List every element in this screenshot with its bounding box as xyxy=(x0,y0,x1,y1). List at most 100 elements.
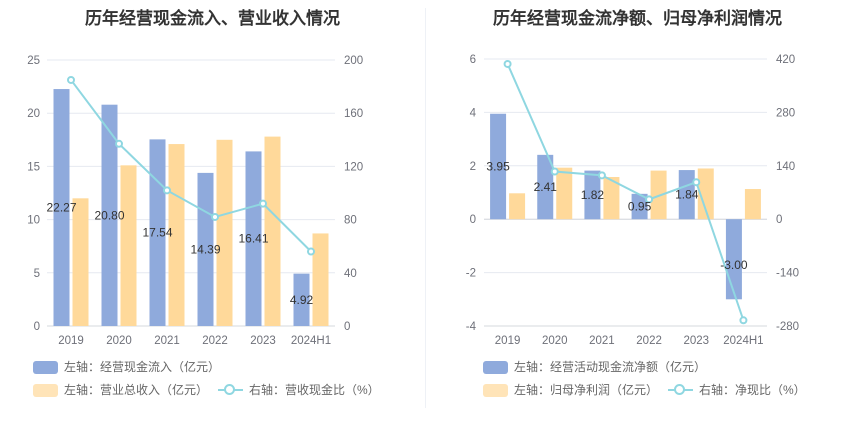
y-left-tick-label: -4 xyxy=(466,321,477,333)
ratio-point xyxy=(67,75,75,84)
bar-2 xyxy=(509,193,526,220)
y-left-tick-label: 10 xyxy=(27,215,40,227)
ratio-point xyxy=(597,171,606,180)
bar-2 xyxy=(216,139,233,326)
legend-swatch xyxy=(33,361,58,374)
bar-2 xyxy=(72,198,89,326)
y-right-tick-label: -280 xyxy=(776,321,799,333)
bar-data-label: 20.80 xyxy=(94,208,124,222)
panel-divider xyxy=(425,8,426,408)
legend-marker xyxy=(224,384,235,395)
y-left-tick-label: 6 xyxy=(470,54,476,66)
y-left-tick-label: -2 xyxy=(466,268,476,280)
bar-1 xyxy=(53,89,70,326)
x-tick-label: 2021 xyxy=(589,335,615,347)
y-left-tick-label: 15 xyxy=(27,161,40,173)
x-tick-label: 2019 xyxy=(58,335,84,347)
y-right-tick-label: 0 xyxy=(776,214,782,226)
y-left-tick-label: 2 xyxy=(470,161,476,173)
legend-label: 右轴：营收现金比（%） xyxy=(249,383,380,397)
bar-2 xyxy=(312,233,329,326)
x-tick-label: 2019 xyxy=(495,335,521,347)
bar-data-label: 0.95 xyxy=(628,200,652,214)
y-left-tick-label: 5 xyxy=(34,268,40,280)
bar-1 xyxy=(293,273,310,326)
ratio-point xyxy=(211,212,219,221)
bar-2 xyxy=(697,168,714,220)
bar-2 xyxy=(264,136,281,326)
x-tick-label: 2020 xyxy=(106,335,132,347)
ratio-point xyxy=(259,199,267,208)
ratio-point xyxy=(115,139,123,148)
y-left-tick-label: 25 xyxy=(27,55,40,67)
bar-1 xyxy=(245,151,262,326)
bar-2 xyxy=(556,167,573,220)
bar-1 xyxy=(101,104,118,326)
bar-1 xyxy=(631,193,648,220)
bar-1 xyxy=(537,154,554,220)
ratio-line xyxy=(506,63,745,321)
chart-title: 历年经营现金流净额、归母净利润情况 xyxy=(493,9,782,28)
legend-marker xyxy=(674,384,685,395)
legend-label: 左轴：归母净利润（亿元） xyxy=(514,383,659,397)
legend-label: 左轴：经营活动现金流净额（亿元） xyxy=(514,360,707,374)
ratio-point xyxy=(645,195,654,204)
bar-1 xyxy=(490,113,507,220)
ratio-point xyxy=(503,59,512,68)
legend-swatch xyxy=(483,361,508,374)
bar-data-label: 4.92 xyxy=(290,293,314,307)
y-right-tick-label: 0 xyxy=(344,321,350,333)
x-tick-label: 2023 xyxy=(250,335,276,347)
ratio-point xyxy=(163,186,171,195)
y-right-tick-label: 200 xyxy=(344,55,363,67)
legend-label: 左轴：营业总收入（亿元） xyxy=(64,383,209,397)
x-tick-label: 2024H1 xyxy=(291,335,331,347)
legend-label: 左轴：经营现金流入（亿元） xyxy=(64,360,221,374)
chart-title: 历年经营现金流入、营业收入情况 xyxy=(85,9,340,28)
chart-svg: 0 0 5 40 10 80 15 120 20 160 25 200 2019 2020 2021 2022… xyxy=(27,55,363,347)
x-tick-label: 2020 xyxy=(542,335,568,347)
y-left-tick-label: 4 xyxy=(470,107,477,119)
y-right-tick-label: 160 xyxy=(344,108,363,120)
x-tick-label: 2022 xyxy=(636,335,662,347)
legend-swatch xyxy=(33,384,58,397)
ratio-point xyxy=(550,167,559,176)
bar-data-label: 1.84 xyxy=(675,188,699,202)
y-right-tick-label: -140 xyxy=(776,268,799,280)
bar-2 xyxy=(120,165,137,326)
chart-svg: -4 -280 -2 -140 0 0 2 140 4 280 6 420 2019 2020 2021 20… xyxy=(466,54,799,347)
ratio-point xyxy=(692,178,701,187)
y-left-tick-label: 20 xyxy=(27,108,40,120)
legend-swatch xyxy=(483,384,508,397)
bar-data-label: 17.54 xyxy=(142,226,172,240)
y-right-tick-label: 280 xyxy=(776,107,795,119)
legend-label: 右轴：净现比（%） xyxy=(699,383,806,397)
x-tick-label: 2023 xyxy=(683,335,709,347)
bar-data-label: 2.41 xyxy=(534,180,558,194)
bar-1 xyxy=(584,170,601,220)
y-right-tick-label: 40 xyxy=(344,268,357,280)
bar-2 xyxy=(168,144,185,326)
bar-2 xyxy=(603,177,620,220)
ratio-point xyxy=(739,316,748,325)
y-left-tick-label: 0 xyxy=(34,321,40,333)
bar-1 xyxy=(678,170,695,220)
bar-data-label: 22.27 xyxy=(46,201,76,215)
bar-1 xyxy=(197,172,214,326)
x-tick-label: 2022 xyxy=(202,335,228,347)
x-tick-label: 2024H1 xyxy=(723,335,763,347)
bar-data-label: -3.00 xyxy=(720,258,748,272)
bar-data-label: 16.41 xyxy=(238,232,268,246)
bar-data-label: 3.95 xyxy=(486,159,510,173)
bar-data-label: 1.82 xyxy=(581,188,605,202)
bar-2 xyxy=(744,189,761,220)
x-tick-label: 2021 xyxy=(154,335,180,347)
y-right-tick-label: 140 xyxy=(776,161,795,173)
y-left-tick-label: 0 xyxy=(470,214,476,226)
y-right-tick-label: 420 xyxy=(776,54,795,66)
y-right-tick-label: 80 xyxy=(344,215,357,227)
ratio-point xyxy=(307,247,315,256)
chart-panel-netcash-profit: 历年经营现金流净额、归母净利润情况 -4 -280 -2 -140 0 0 2 140 4 280… xyxy=(425,0,850,437)
ratio-line xyxy=(70,79,312,253)
chart-panel-cashflow-revenue: 历年经营现金流入、营业收入情况 0 0 5 40 10 80 15 120 20 160 25 200… xyxy=(27,9,380,397)
